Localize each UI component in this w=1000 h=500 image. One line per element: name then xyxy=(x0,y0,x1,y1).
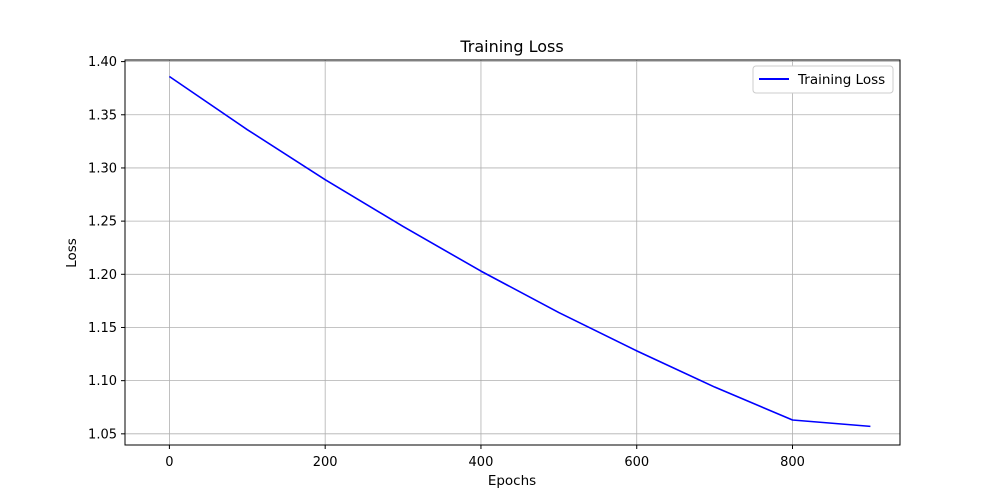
legend-box xyxy=(752,65,894,94)
x-tick-label: 600 xyxy=(624,455,649,470)
x-tick-label: 800 xyxy=(780,455,805,470)
x-tick-label: 0 xyxy=(165,455,173,470)
plot-area xyxy=(168,75,871,428)
axes-frame xyxy=(124,59,901,446)
legend-label: Training Loss xyxy=(797,72,885,88)
x-axis: 0 200 400 600 800 xyxy=(165,445,805,470)
chart-title: Training Loss xyxy=(459,37,563,56)
series-line xyxy=(168,75,871,428)
x-tick-label: 200 xyxy=(313,455,338,470)
y-axis-label: Loss xyxy=(64,238,80,268)
y-tick-label: 1.35 xyxy=(88,108,117,123)
y-tick-label: 1.20 xyxy=(88,268,117,283)
x-tick-label: 400 xyxy=(469,455,494,470)
y-tick-label: 1.15 xyxy=(88,321,117,336)
y-tick-label: 1.10 xyxy=(88,374,117,389)
grid xyxy=(125,60,900,445)
y-tick-label: 1.05 xyxy=(88,427,117,442)
legend: Training Loss xyxy=(752,65,894,94)
y-axis: 1.05 1.10 1.15 1.20 1.25 1.30 1.35 1.40 xyxy=(88,55,125,442)
x-axis-label: Epochs xyxy=(488,473,536,489)
y-tick-label: 1.25 xyxy=(88,215,117,230)
y-tick-label: 1.40 xyxy=(88,55,117,70)
y-tick-label: 1.30 xyxy=(88,161,117,176)
